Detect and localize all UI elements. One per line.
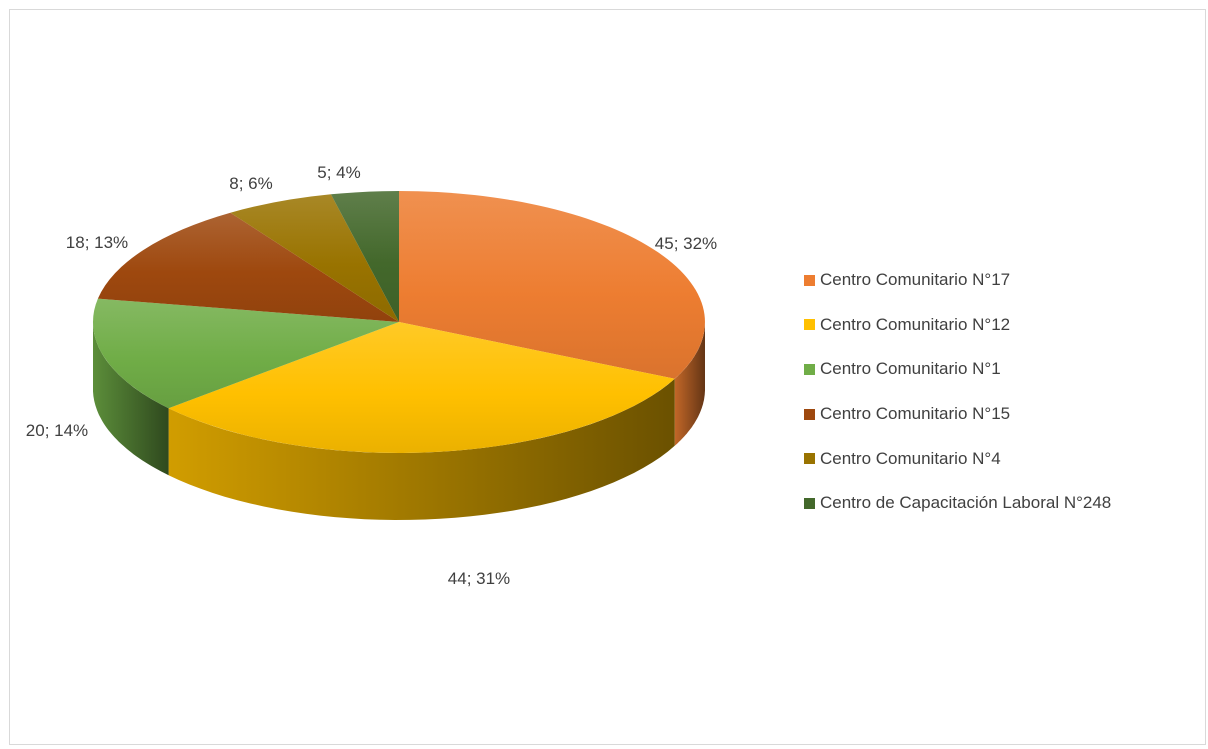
legend-label: Centro Comunitario N°15 xyxy=(820,404,1011,424)
legend-item: Centro Comunitario N°15 xyxy=(804,392,1111,437)
legend: Centro Comunitario N°17 Centro Comunitar… xyxy=(804,258,1111,526)
legend-swatch xyxy=(804,274,815,286)
pie-slice xyxy=(97,212,400,322)
pie-side-1 xyxy=(168,378,675,520)
legend-label: Centro Comunitario N°12 xyxy=(820,314,1011,334)
legend-swatch xyxy=(804,453,815,465)
pie-slice xyxy=(168,322,675,453)
data-label: 18; 13% xyxy=(66,233,128,252)
pie-slice xyxy=(399,191,705,379)
legend-swatch xyxy=(804,319,815,331)
legend-swatch xyxy=(804,408,815,420)
data-label: 5; 4% xyxy=(317,163,360,182)
legend-item: Centro de Capacitación Laboral N°248 xyxy=(804,481,1111,526)
pie-slice xyxy=(330,191,399,322)
pie-slice xyxy=(230,194,399,322)
pie-side-2 xyxy=(93,322,169,476)
legend-label: Centro de Capacitación Laboral N°248 xyxy=(820,493,1112,513)
legend-label: Centro Comunitario N°17 xyxy=(820,270,1011,290)
legend-item: Centro Comunitario N°12 xyxy=(804,303,1111,348)
legend-label: Centro Comunitario N°4 xyxy=(820,448,1001,468)
legend-item: Centro Comunitario N°4 xyxy=(804,436,1111,481)
data-label: 8; 6% xyxy=(229,174,272,193)
pie-side-0 xyxy=(674,322,705,446)
data-labels: 45; 32% 44; 31% 20; 14% 18; 13% 8; 6% 5; 4% xyxy=(26,163,717,588)
legend-label: Centro Comunitario N°1 xyxy=(820,359,1001,379)
legend-item: Centro Comunitario N°17 xyxy=(804,258,1111,303)
pie-slice xyxy=(92,298,400,409)
pie-top xyxy=(92,191,705,453)
legend-swatch xyxy=(804,363,815,375)
legend-item: Centro Comunitario N°1 xyxy=(804,347,1111,392)
data-label: 45; 32% xyxy=(655,234,717,253)
legend-swatch xyxy=(804,497,815,509)
data-label: 44; 31% xyxy=(448,569,510,588)
data-label: 20; 14% xyxy=(26,421,88,440)
pie-side-walls xyxy=(93,322,705,520)
